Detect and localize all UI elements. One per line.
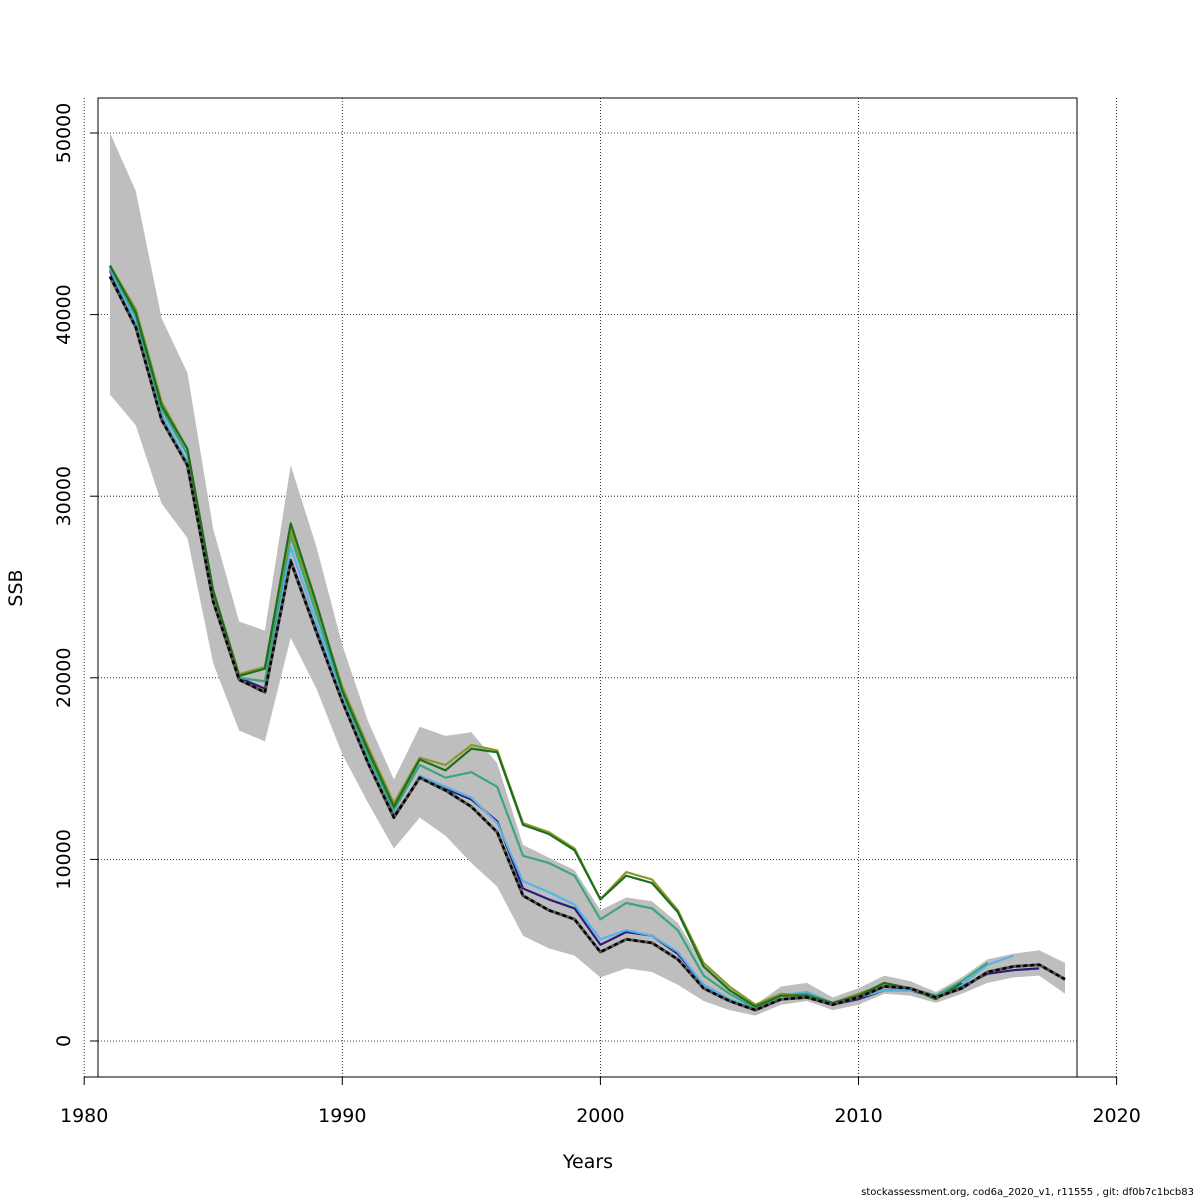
y-tick-label-10000: 10000 xyxy=(53,829,75,889)
series-lines xyxy=(108,265,1066,1012)
x-axis-title: Years xyxy=(562,1151,613,1173)
confidence-band xyxy=(110,133,1065,1016)
footer-note: stockassessment.org, cod6a_2020_v1, r115… xyxy=(861,1187,1194,1198)
y-tick-label-40000: 40000 xyxy=(53,284,75,344)
x-tick-label-2010: 2010 xyxy=(834,1105,882,1127)
x-tick-label-1980: 1980 xyxy=(60,1105,108,1127)
y-axis: 0 10000 20000 30000 40000 50000 xyxy=(53,103,99,1047)
confidence-band-area xyxy=(110,133,1065,1016)
y-tick-label-30000: 30000 xyxy=(53,466,75,526)
y-tick-label-0: 0 xyxy=(53,1035,75,1047)
y-tick-label-20000: 20000 xyxy=(53,648,75,708)
x-tick-label-2000: 2000 xyxy=(576,1105,624,1127)
series-line-retro_4 xyxy=(109,265,963,1008)
y-axis-title: SSB xyxy=(5,569,27,606)
x-axis: 1980 1990 2000 2010 2020 xyxy=(60,1076,1141,1127)
x-tick-label-1990: 1990 xyxy=(318,1105,366,1127)
series-line-main xyxy=(108,275,1066,1012)
y-tick-label-50000: 50000 xyxy=(53,103,75,163)
grid-lines xyxy=(83,98,1118,1077)
x-tick-label-2020: 2020 xyxy=(1092,1105,1140,1127)
